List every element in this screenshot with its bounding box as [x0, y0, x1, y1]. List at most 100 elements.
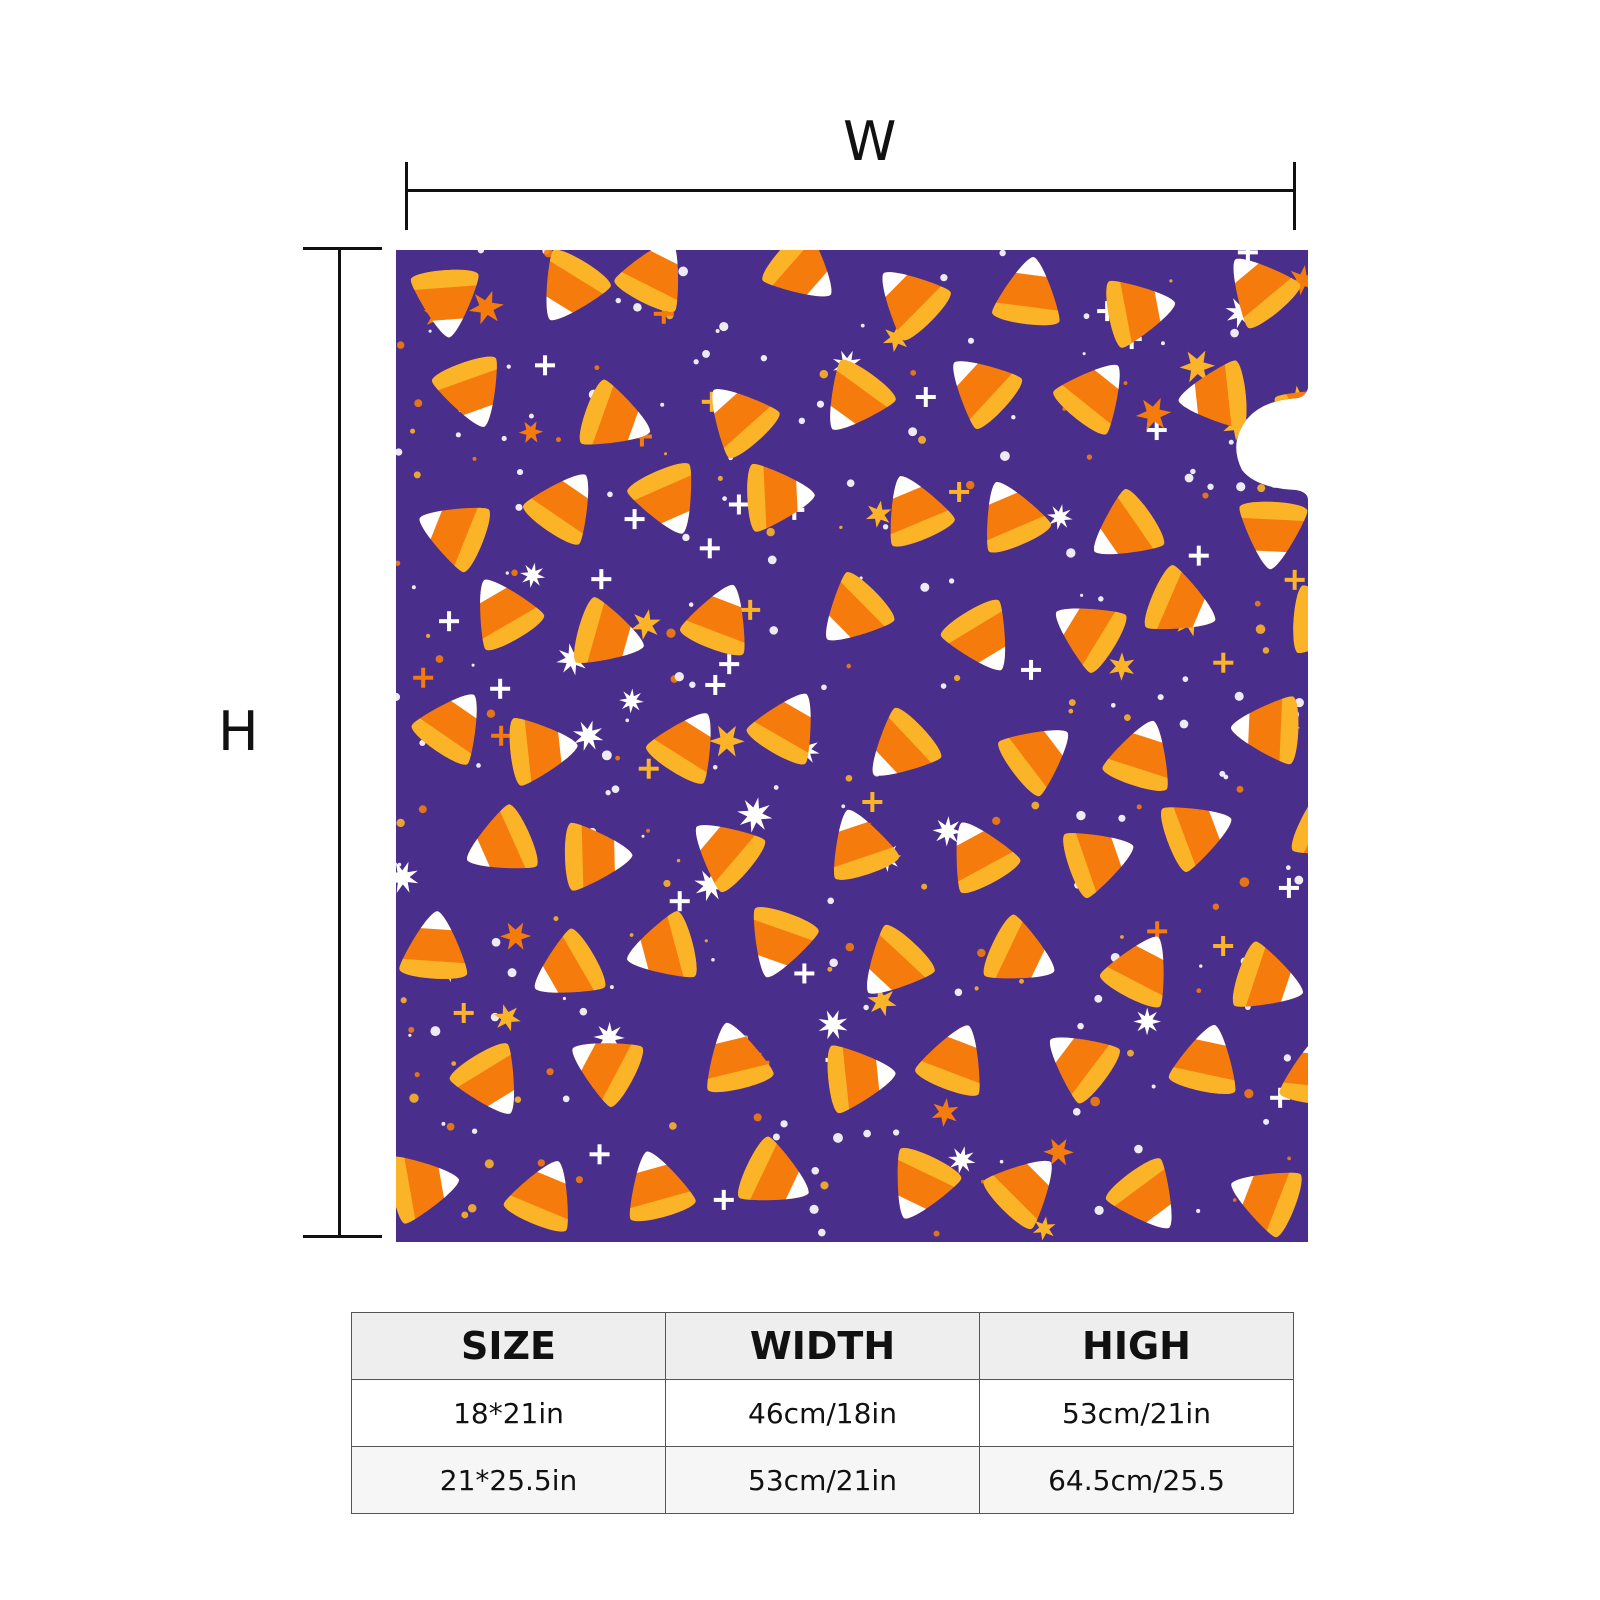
width-dimension-line [406, 189, 1294, 192]
dot-decoration [1068, 699, 1076, 707]
dot-decoration [1011, 415, 1016, 420]
plus-decoration [740, 599, 761, 620]
dot-decoration [766, 527, 775, 537]
dot-decoration [712, 764, 718, 770]
dot-decoration [428, 329, 432, 333]
dot-decoration [940, 274, 948, 282]
dot-decoration [1255, 624, 1266, 635]
dot-decoration [798, 417, 806, 425]
dot-decoration [625, 718, 630, 723]
dot-decoration [674, 672, 684, 682]
star-decoration [737, 797, 773, 833]
dot-decoration [1294, 875, 1304, 885]
dot-decoration [1066, 548, 1076, 558]
cell-high: 64.5cm/25.5 [979, 1446, 1294, 1514]
dot-decoration [1219, 770, 1226, 777]
dot-decoration [1212, 903, 1220, 910]
dot-decoration [933, 1230, 940, 1237]
dot-decoration [992, 816, 1001, 826]
star-decoration [948, 1146, 976, 1174]
plus-decoration [1097, 301, 1118, 322]
star-decoration [1179, 350, 1216, 383]
dot-decoration [1257, 484, 1266, 493]
dot-decoration [711, 957, 715, 962]
dot-decoration [666, 628, 676, 638]
plus-decoration [589, 1144, 610, 1165]
plus-decoration [719, 654, 740, 675]
dot-decoration [615, 297, 622, 304]
candy-corn [1291, 584, 1308, 658]
star-decoration [1032, 1216, 1056, 1241]
plus-decoration [1270, 1087, 1291, 1108]
dot-decoration [999, 451, 1010, 461]
dot-decoration [506, 364, 511, 369]
dot-decoration [1263, 1118, 1270, 1125]
dot-decoration [1239, 877, 1250, 888]
plus-decoration [535, 355, 556, 376]
dot-decoration [682, 533, 690, 542]
star-decoration [882, 324, 910, 353]
plus-decoration [490, 678, 511, 699]
dot-decoration [409, 1093, 419, 1103]
plus-decoration [453, 1002, 474, 1023]
star-decoration [1043, 1138, 1074, 1166]
dot-decoration [882, 524, 889, 530]
dot-decoration [546, 1068, 554, 1076]
star-decoration [631, 609, 661, 640]
dot-decoration [772, 1133, 780, 1141]
dot-decoration [471, 663, 475, 667]
plus-decoration [439, 611, 460, 632]
dot-decoration [839, 525, 843, 530]
dot-decoration [1136, 804, 1142, 810]
dot-decoration [921, 883, 928, 890]
dot-decoration [477, 250, 485, 254]
star-decoration [1047, 504, 1073, 530]
dot-decoration [1244, 1088, 1254, 1099]
dot-decoration [920, 582, 930, 592]
dot-decoration [484, 1159, 494, 1169]
dot-decoration [594, 365, 600, 371]
dot-decoration [693, 359, 699, 365]
dot-decoration [396, 341, 405, 349]
dot-decoration [1072, 1108, 1081, 1116]
dot-decoration [491, 937, 501, 947]
dot-decoration [773, 785, 779, 790]
dot-decoration [719, 321, 729, 332]
dot-decoration [1110, 703, 1116, 708]
dot-decoration [418, 805, 427, 814]
dot-decoration [408, 1033, 412, 1037]
dot-decoration [845, 942, 855, 952]
dot-decoration [1031, 801, 1040, 810]
dot-decoration [537, 1159, 545, 1167]
dot-decoration [1068, 708, 1074, 714]
dot-decoration [678, 266, 689, 277]
dot-decoration [1236, 785, 1244, 793]
dot-decoration [860, 323, 865, 328]
dot-decoration [702, 350, 710, 358]
dot-decoration [1234, 691, 1244, 701]
height-tick-bottom [303, 1235, 382, 1238]
dot-decoration [827, 897, 835, 905]
plus-decoration [699, 538, 720, 559]
width-tick-left [405, 162, 408, 230]
plus-decoration [862, 792, 883, 813]
height-dimension-line [338, 248, 341, 1238]
dot-decoration [660, 402, 665, 407]
dot-decoration [455, 432, 461, 438]
width-tick-right [1293, 162, 1296, 230]
dot-decoration [841, 804, 846, 809]
header-high: HIGH [979, 1312, 1294, 1380]
dot-decoration [629, 933, 634, 937]
dot-decoration [396, 560, 401, 566]
dot-decoration [769, 626, 778, 635]
dot-decoration [1094, 1205, 1104, 1216]
dot-decoration [562, 996, 566, 1001]
star-decoration [1288, 265, 1308, 296]
dot-decoration [918, 435, 927, 444]
star-decoration [932, 816, 963, 847]
dot-decoration [908, 427, 918, 437]
dot-decoration [1184, 473, 1194, 483]
width-label: W [843, 110, 897, 173]
dot-decoration [467, 1203, 477, 1213]
star-decoration [1133, 1007, 1162, 1036]
